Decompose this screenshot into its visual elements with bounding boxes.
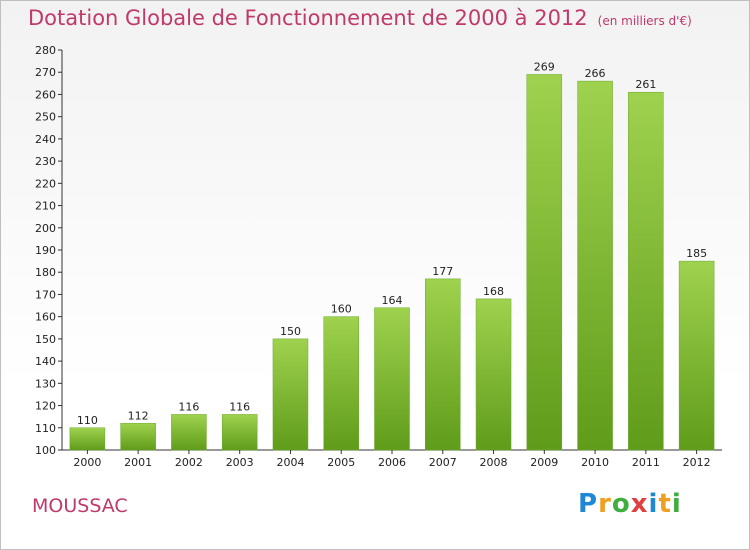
y-tick-label: 210 xyxy=(35,200,56,213)
y-tick-label: 230 xyxy=(35,155,56,168)
data-label: 110 xyxy=(77,414,98,427)
y-tick-label: 110 xyxy=(35,422,56,435)
logo-letter: P xyxy=(578,489,599,519)
y-tick-label: 180 xyxy=(35,266,56,279)
x-tick-label: 2002 xyxy=(175,456,203,469)
x-tick-label: 2004 xyxy=(276,456,304,469)
data-label: 269 xyxy=(534,60,555,73)
data-label: 261 xyxy=(635,78,656,91)
bar-2011 xyxy=(628,91,664,451)
chart-title-text: Dotation Globale de Fonctionnement de 20… xyxy=(28,6,588,30)
data-label: 185 xyxy=(686,247,707,260)
logo-letter: r xyxy=(598,489,612,519)
y-tick-label: 160 xyxy=(35,311,56,324)
y-tick-label: 220 xyxy=(35,177,56,190)
proxiti-logo: Proxiti xyxy=(578,489,682,519)
bar-2012 xyxy=(678,260,715,451)
chart-subtitle: (en milliers d'€) xyxy=(597,14,692,28)
data-label: 116 xyxy=(229,400,250,413)
x-tick-label: 2001 xyxy=(124,456,152,469)
y-tick-label: 260 xyxy=(35,88,56,101)
y-tick-label: 200 xyxy=(35,222,56,235)
y-tick-label: 270 xyxy=(35,66,56,79)
bar-2008 xyxy=(475,298,512,451)
y-tick-label: 280 xyxy=(35,44,56,57)
data-label: 116 xyxy=(178,400,199,413)
logo-letter: t xyxy=(658,489,672,519)
x-tick-label: 2007 xyxy=(429,456,457,469)
data-label: 150 xyxy=(280,325,301,338)
y-tick-label: 240 xyxy=(35,133,56,146)
y-tick-label: 100 xyxy=(35,444,56,457)
x-tick-label: 2009 xyxy=(530,456,558,469)
x-tick-label: 2008 xyxy=(480,456,508,469)
bar-2003 xyxy=(221,414,258,451)
data-label: 164 xyxy=(382,294,403,307)
bar-2001 xyxy=(120,423,156,451)
data-label: 266 xyxy=(585,67,606,80)
bar-2007 xyxy=(425,278,461,451)
x-tick-label: 2005 xyxy=(327,456,355,469)
x-tick-label: 2000 xyxy=(73,456,101,469)
bar-2000 xyxy=(69,427,106,451)
x-tick-label: 2010 xyxy=(581,456,609,469)
data-label: 160 xyxy=(331,303,352,316)
logo-letter: o xyxy=(611,489,631,519)
bar-2010 xyxy=(577,80,613,451)
logo-letter: x xyxy=(630,489,649,519)
data-label: 177 xyxy=(432,265,453,278)
data-label: 112 xyxy=(128,409,149,422)
x-tick-label: 2003 xyxy=(226,456,254,469)
bar-2005 xyxy=(323,316,359,451)
x-tick-label: 2011 xyxy=(632,456,660,469)
y-tick-label: 130 xyxy=(35,377,56,390)
y-tick-label: 190 xyxy=(35,244,56,257)
chart-title: Dotation Globale de Fonctionnement de 20… xyxy=(28,6,692,30)
x-tick-label: 2012 xyxy=(683,456,711,469)
logo-letter: i xyxy=(648,489,659,519)
place-name: MOUSSAC xyxy=(32,495,128,517)
logo-letter: i xyxy=(671,489,682,519)
y-tick-label: 120 xyxy=(35,400,56,413)
y-tick-label: 140 xyxy=(35,355,56,368)
y-tick-label: 170 xyxy=(35,288,56,301)
bar-2006 xyxy=(374,307,410,451)
bar-2002 xyxy=(171,414,207,451)
bar-2004 xyxy=(272,338,309,451)
y-tick-label: 250 xyxy=(35,111,56,124)
bar-2009 xyxy=(526,74,563,451)
y-tick-label: 150 xyxy=(35,333,56,346)
data-label: 168 xyxy=(483,285,504,298)
x-tick-label: 2006 xyxy=(378,456,406,469)
